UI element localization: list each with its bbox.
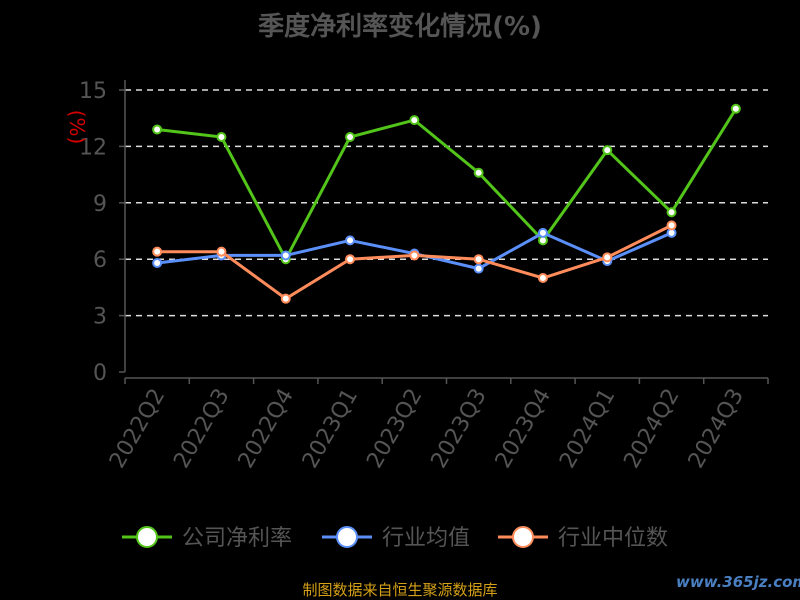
y-tick-label: 6 <box>93 248 107 273</box>
x-tick-label: 2023Q3 <box>427 385 492 473</box>
x-tick-label: 2022Q2 <box>105 385 170 473</box>
data-point <box>473 263 484 274</box>
axis-layer: 03691215(%)2022Q22022Q32022Q42023Q12023Q… <box>65 79 769 473</box>
x-tick-label: 2023Q1 <box>298 385 363 473</box>
series-layer <box>152 103 741 304</box>
x-tick-label: 2024Q1 <box>555 385 620 473</box>
legend-item-1: 行业均值 <box>322 526 470 551</box>
data-point <box>409 250 420 261</box>
data-point <box>216 132 227 142</box>
series-0 <box>152 103 741 265</box>
y-tick-label: 15 <box>79 79 107 104</box>
data-point <box>666 207 677 218</box>
data-point <box>473 167 484 178</box>
data-point <box>280 293 291 304</box>
y-axis-label: (%) <box>65 110 89 145</box>
data-point <box>345 132 356 142</box>
data-point <box>409 115 420 126</box>
legend-label: 行业均值 <box>382 526 470 551</box>
data-point <box>537 227 548 238</box>
data-point <box>345 235 356 246</box>
data-point <box>602 252 613 263</box>
data-point <box>666 220 677 231</box>
data-point <box>730 103 741 114</box>
series-line <box>157 224 673 301</box>
series-line <box>157 108 738 263</box>
y-tick-label: 0 <box>93 361 107 386</box>
legend-item-2: 行业中位数 <box>498 526 668 551</box>
legend-marker <box>136 526 158 548</box>
legend-marker <box>512 526 534 548</box>
grid-layer <box>125 89 768 317</box>
chart-title: 季度净利率变化情况(%) <box>258 12 542 42</box>
data-point <box>473 254 484 265</box>
legend: 公司净利率 行业均值 行业中位数 <box>122 526 668 551</box>
data-point <box>152 246 163 257</box>
legend-label: 公司净利率 <box>182 526 292 551</box>
y-tick-label: 3 <box>93 305 107 330</box>
x-tick-label: 2023Q2 <box>362 385 427 473</box>
legend-marker <box>336 526 358 548</box>
data-point <box>152 124 163 135</box>
legend-item-0: 公司净利率 <box>122 526 292 551</box>
data-point <box>216 246 227 257</box>
x-tick-label: 2023Q4 <box>491 385 556 473</box>
data-point <box>602 145 613 156</box>
y-tick-label: 9 <box>93 192 107 217</box>
data-point <box>345 254 356 265</box>
watermark: www.365jz.com <box>676 573 800 591</box>
data-point <box>280 250 291 261</box>
legend-label: 行业中位数 <box>558 526 668 551</box>
x-tick-label: 2022Q4 <box>234 385 299 473</box>
series-2 <box>152 220 677 304</box>
data-point <box>537 273 548 283</box>
data-source-note: 制图数据来自恒生聚源数据库 <box>302 581 498 599</box>
data-point <box>152 257 163 268</box>
x-tick-label: 2022Q3 <box>169 385 234 473</box>
y-tick-label: 12 <box>79 135 107 160</box>
x-tick-label: 2024Q3 <box>684 385 749 473</box>
x-tick-label: 2024Q2 <box>619 385 684 473</box>
